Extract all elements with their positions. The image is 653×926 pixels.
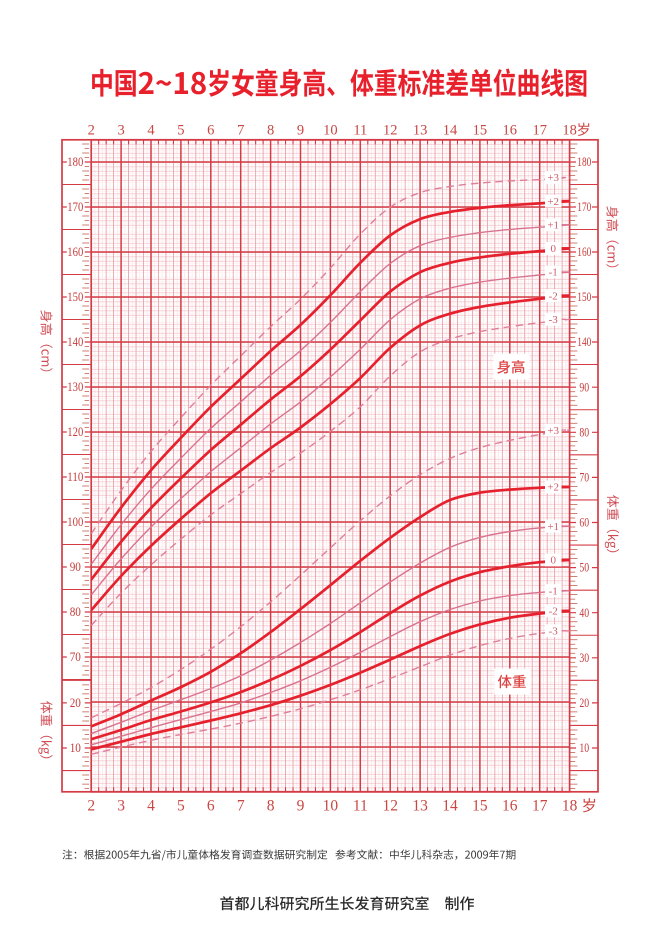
svg-text:11: 11 (353, 123, 367, 139)
svg-text:13: 13 (413, 123, 428, 139)
svg-text:-1: -1 (549, 585, 558, 597)
svg-text:9: 9 (297, 123, 304, 139)
svg-text:0: 0 (550, 555, 556, 567)
svg-text:6: 6 (207, 798, 215, 815)
svg-text:10: 10 (70, 741, 81, 755)
svg-text:170: 170 (577, 200, 591, 214)
svg-text:+2: +2 (547, 482, 559, 494)
svg-text:17: 17 (532, 798, 548, 815)
svg-text:10: 10 (323, 123, 338, 139)
svg-text:20: 20 (579, 696, 589, 710)
svg-text:+1: +1 (547, 521, 559, 533)
svg-text:0: 0 (550, 243, 556, 255)
svg-text:+2: +2 (547, 196, 559, 208)
svg-text:+3: +3 (547, 172, 559, 184)
svg-text:80: 80 (70, 605, 81, 619)
svg-text:30: 30 (579, 651, 589, 665)
svg-text:120: 120 (67, 425, 83, 439)
svg-text:6: 6 (207, 123, 214, 139)
svg-text:-2: -2 (549, 290, 558, 302)
svg-text:10: 10 (323, 798, 339, 815)
svg-text:12: 12 (382, 798, 398, 815)
svg-text:3: 3 (117, 798, 125, 815)
svg-text:-3: -3 (549, 625, 559, 637)
svg-text:17: 17 (532, 123, 547, 139)
svg-text:150: 150 (67, 290, 83, 304)
svg-text:7: 7 (237, 798, 245, 815)
svg-text:160: 160 (67, 245, 83, 259)
svg-text:18: 18 (562, 798, 578, 815)
svg-text:50: 50 (579, 561, 589, 575)
svg-text:4: 4 (147, 798, 155, 815)
svg-text:18: 18 (562, 123, 577, 139)
svg-text:10: 10 (579, 741, 589, 755)
svg-text:90: 90 (579, 380, 589, 394)
svg-text:5: 5 (177, 798, 185, 815)
svg-text:90: 90 (70, 560, 81, 574)
svg-text:-3: -3 (549, 314, 559, 326)
svg-text:11: 11 (353, 798, 368, 815)
svg-text:2: 2 (87, 798, 95, 815)
svg-text:140: 140 (577, 335, 591, 349)
svg-text:-2: -2 (549, 606, 558, 618)
svg-text:7: 7 (237, 123, 244, 139)
svg-text:8: 8 (267, 798, 275, 815)
svg-text:80: 80 (579, 425, 589, 439)
svg-text:16: 16 (503, 123, 518, 139)
svg-text:160: 160 (577, 245, 591, 259)
svg-text:+1: +1 (547, 219, 559, 231)
svg-text:20: 20 (70, 696, 81, 710)
svg-text:150: 150 (577, 290, 591, 304)
svg-text:170: 170 (67, 200, 83, 214)
svg-text:14: 14 (443, 123, 458, 139)
svg-text:15: 15 (472, 798, 488, 815)
svg-text:100: 100 (67, 515, 83, 529)
svg-text:15: 15 (473, 123, 488, 139)
svg-text:180: 180 (67, 155, 83, 169)
svg-text:8: 8 (267, 123, 274, 139)
svg-text:110: 110 (67, 470, 83, 484)
svg-text:40: 40 (579, 606, 589, 620)
svg-text:3: 3 (117, 123, 124, 139)
svg-text:70: 70 (579, 471, 589, 485)
svg-text:12: 12 (383, 123, 398, 139)
svg-text:16: 16 (502, 798, 518, 815)
svg-text:-1: -1 (549, 267, 558, 279)
svg-text:70: 70 (70, 650, 81, 664)
svg-text:2: 2 (88, 123, 95, 139)
svg-text:4: 4 (147, 123, 155, 139)
svg-text:5: 5 (177, 123, 184, 139)
svg-text:180: 180 (577, 155, 591, 169)
svg-text:9: 9 (297, 798, 305, 815)
svg-text:140: 140 (67, 335, 83, 349)
svg-text:60: 60 (579, 516, 589, 530)
svg-text:+3: +3 (547, 425, 559, 437)
svg-text:130: 130 (67, 380, 83, 394)
svg-text:13: 13 (412, 798, 428, 815)
svg-text:14: 14 (442, 798, 458, 815)
